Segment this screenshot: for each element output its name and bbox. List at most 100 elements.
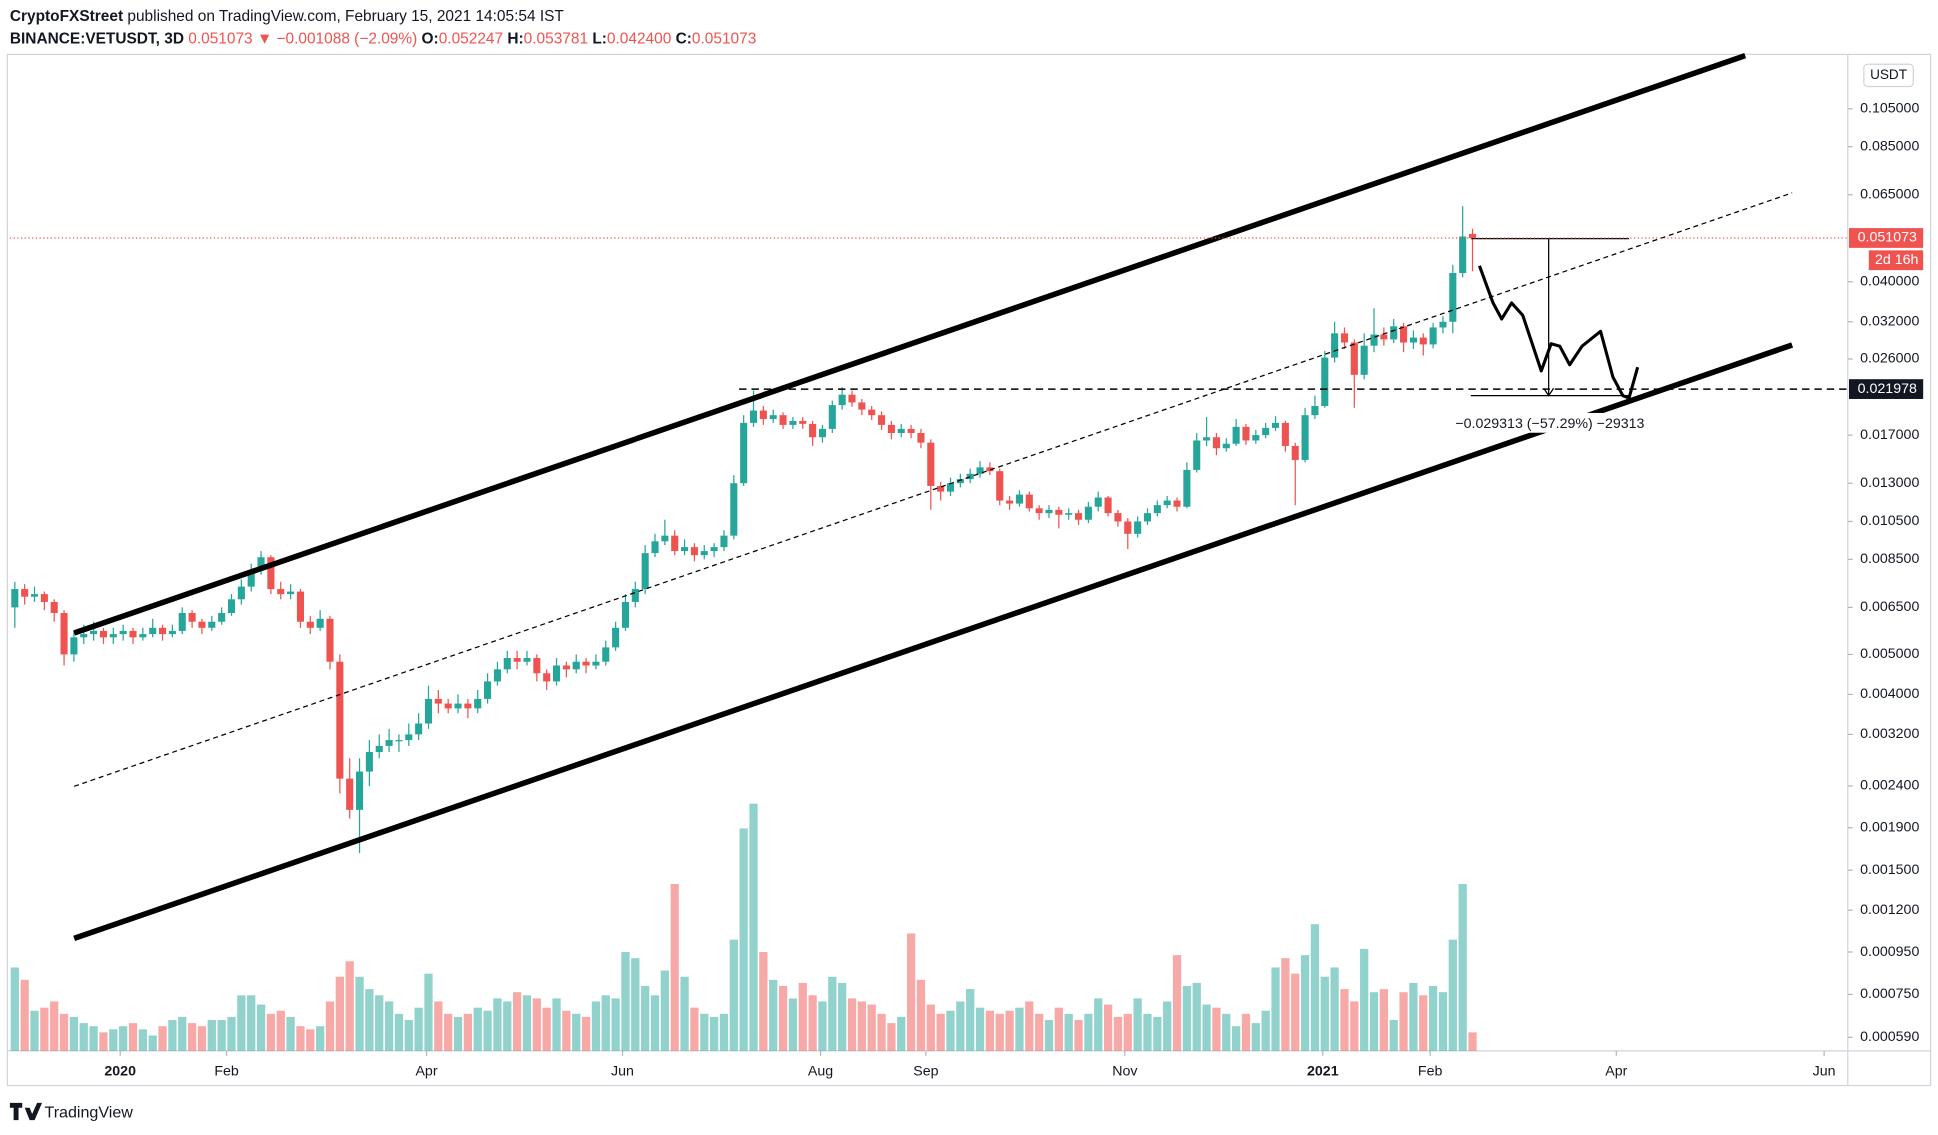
volume-bar — [818, 1001, 827, 1051]
volume-bar — [847, 998, 857, 1051]
volume-bar — [660, 970, 670, 1051]
candle-body — [1104, 497, 1112, 514]
candle-body — [749, 410, 758, 423]
candle-body — [237, 586, 245, 600]
volume-bar — [483, 1010, 492, 1051]
volume-bar — [985, 1010, 995, 1051]
candle-body — [1301, 415, 1309, 460]
y-tick-label: 0.065000 — [1860, 187, 1919, 203]
volume-bar — [1015, 1007, 1024, 1051]
volume-bar — [1163, 1001, 1172, 1051]
volume-bar — [887, 1023, 896, 1051]
candle-body — [592, 661, 600, 666]
volume-bar — [414, 1007, 423, 1051]
candle-body — [848, 394, 856, 403]
candle-body — [1124, 521, 1132, 534]
volume-bar — [119, 1026, 128, 1051]
candle-body — [159, 627, 167, 635]
candle-body — [1055, 509, 1063, 515]
candle-body — [454, 703, 462, 709]
volume-bar — [867, 1004, 876, 1051]
candle-body — [70, 637, 78, 655]
volume-bar — [1222, 1013, 1231, 1051]
candle-body — [257, 557, 265, 571]
candle-body — [30, 594, 39, 597]
candle-body — [375, 745, 383, 753]
candle-body — [828, 405, 836, 429]
y-tick-label: 0.085000 — [1860, 138, 1919, 154]
volume-bar — [670, 884, 679, 1051]
volume-bar — [434, 1001, 443, 1051]
volume-bar — [355, 976, 364, 1051]
volume-bar — [1251, 1023, 1260, 1051]
volume-bar — [1428, 986, 1438, 1051]
candle-body — [523, 658, 531, 662]
candle-body — [178, 612, 186, 631]
candle-body — [21, 589, 29, 597]
volume-bar — [256, 1004, 266, 1051]
candle-body — [907, 428, 915, 434]
volume-bar — [562, 1010, 571, 1051]
volume-bar — [316, 1026, 325, 1051]
candle-body — [946, 483, 955, 492]
candle-body — [1271, 422, 1280, 428]
volume-bar — [40, 1007, 49, 1051]
candle-body — [562, 665, 570, 670]
candle-body — [50, 601, 58, 613]
drawings: −0.029313 (−57.29%) −29313 — [9, 53, 1848, 942]
volume-bar — [1182, 986, 1192, 1051]
y-tick-label: 0.000950 — [1860, 944, 1919, 960]
candle-body — [119, 630, 127, 635]
candle-body — [484, 681, 492, 699]
currency-box[interactable] — [1863, 63, 1914, 88]
candle-body — [1134, 521, 1142, 534]
volume-bar — [1044, 1020, 1054, 1051]
volume-bar — [512, 992, 522, 1051]
candle-body — [1094, 497, 1102, 507]
candle-body — [168, 630, 176, 635]
header-line-1: CryptoFXStreet published on TradingView.… — [10, 8, 565, 25]
candle-body — [208, 621, 216, 628]
volume-bar — [1330, 967, 1339, 1051]
candle-body — [415, 723, 423, 735]
candle-body — [198, 621, 206, 628]
candle-body — [474, 698, 482, 709]
candle-body — [1409, 337, 1417, 343]
footer: TradingView — [9, 1102, 133, 1122]
candle-body — [710, 547, 718, 552]
ohlc-key: O: — [422, 30, 439, 47]
candle-body — [641, 553, 649, 590]
candle-body — [11, 589, 19, 608]
volume-bar — [345, 961, 354, 1051]
candle-body — [1400, 326, 1408, 343]
candle-body — [1015, 494, 1023, 504]
volume-bar — [719, 1013, 729, 1051]
volume-bar — [1458, 884, 1467, 1051]
y-tick-label: 0.001900 — [1860, 820, 1919, 836]
candle-body — [80, 634, 88, 638]
candle-body — [139, 634, 147, 638]
candle-body — [316, 618, 324, 628]
countdown-box — [1868, 250, 1924, 271]
volume-bar — [148, 1035, 157, 1051]
x-tick-label: Feb — [214, 1064, 239, 1080]
candle-body — [1252, 435, 1260, 441]
candle-body — [149, 627, 157, 635]
candle-body — [1193, 440, 1201, 470]
volume-bar — [572, 1013, 581, 1051]
volume-bar — [335, 976, 344, 1051]
volume-bar — [749, 803, 758, 1051]
volume-bar — [1360, 948, 1369, 1051]
candle-body — [1468, 233, 1477, 238]
candle-body — [582, 661, 590, 666]
volume-bar — [1399, 992, 1408, 1051]
candle-body — [1203, 437, 1211, 441]
x-tick-label: Apr — [415, 1064, 437, 1080]
candle-layer — [11, 206, 1477, 854]
volume-bar — [178, 1016, 187, 1051]
candle-body — [671, 535, 679, 552]
candle-body — [336, 661, 344, 779]
candle-body — [1331, 333, 1339, 358]
volume-bar — [916, 979, 926, 1051]
candle-body — [1380, 334, 1388, 340]
